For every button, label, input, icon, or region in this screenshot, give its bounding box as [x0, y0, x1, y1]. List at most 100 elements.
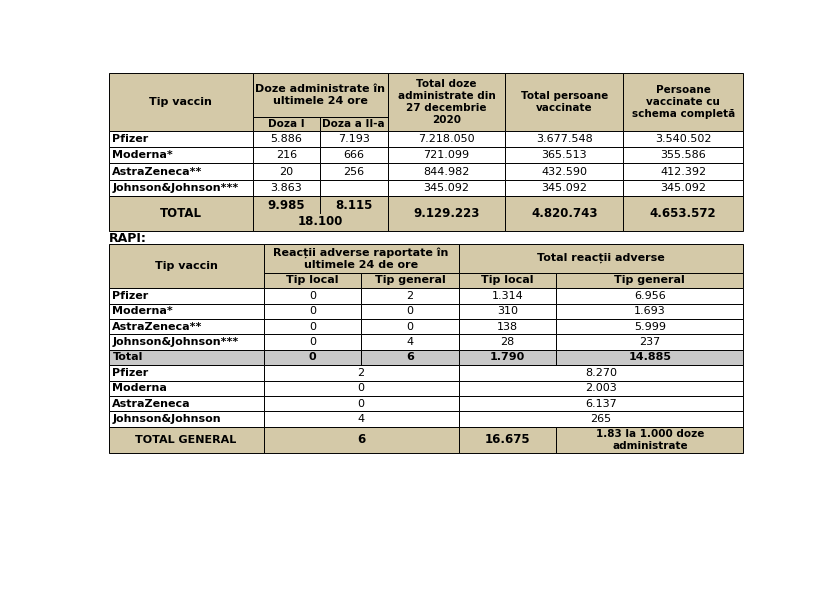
Bar	[387, 131, 505, 147]
Text: 20: 20	[279, 166, 293, 176]
Text: 2: 2	[406, 291, 414, 301]
Text: 5.886: 5.886	[270, 134, 302, 144]
Text: 4: 4	[406, 337, 414, 347]
Text: 0: 0	[309, 291, 316, 301]
Bar	[109, 304, 263, 319]
Bar	[459, 288, 557, 304]
Bar	[320, 163, 387, 179]
Bar	[109, 411, 263, 427]
Bar	[557, 334, 743, 350]
Bar	[623, 147, 743, 163]
Bar	[505, 131, 623, 147]
Text: 8.270: 8.270	[585, 368, 617, 378]
Text: 0: 0	[309, 306, 316, 316]
Bar	[253, 163, 320, 179]
Text: 0: 0	[357, 398, 365, 408]
Text: Reacții adverse raportate în
ultimele 24 de ore: Reacții adverse raportate în ultimele 24…	[273, 247, 449, 269]
Bar	[109, 131, 253, 147]
Bar	[387, 179, 505, 196]
Text: Pfizer: Pfizer	[112, 291, 149, 301]
Bar	[109, 334, 263, 350]
Text: 5.999: 5.999	[634, 321, 666, 332]
Text: 666: 666	[343, 150, 364, 160]
Text: 1.790: 1.790	[490, 352, 525, 362]
Text: Tip local: Tip local	[286, 275, 338, 285]
Bar	[459, 396, 743, 411]
Bar	[459, 319, 557, 334]
Bar	[459, 411, 743, 427]
Text: Pfizer: Pfizer	[112, 134, 149, 144]
Bar	[253, 117, 320, 131]
Bar	[263, 350, 361, 365]
Text: 365.513: 365.513	[542, 150, 587, 160]
Text: Tip local: Tip local	[481, 275, 534, 285]
Bar	[320, 147, 387, 163]
Text: 1.693: 1.693	[634, 306, 666, 316]
Bar	[459, 273, 557, 288]
Text: 0: 0	[406, 321, 414, 332]
Text: Moderna*: Moderna*	[112, 306, 173, 316]
Text: 355.586: 355.586	[661, 150, 706, 160]
Text: Johnson&Johnson***: Johnson&Johnson***	[112, 337, 238, 347]
Text: Total reacții adverse: Total reacții adverse	[537, 253, 665, 263]
Text: 138: 138	[497, 321, 519, 332]
Text: 310: 310	[497, 306, 519, 316]
Text: 265: 265	[591, 414, 612, 424]
Bar	[263, 381, 459, 396]
Text: 9.985: 9.985	[268, 199, 305, 212]
Bar	[557, 273, 743, 288]
Bar	[361, 319, 459, 334]
Bar	[263, 396, 459, 411]
Bar	[459, 350, 557, 365]
Text: AstraZeneca**: AstraZeneca**	[112, 166, 203, 176]
Bar	[253, 196, 387, 231]
Text: Johnson&Johnson***: Johnson&Johnson***	[112, 183, 238, 192]
Text: Pfizer: Pfizer	[112, 368, 149, 378]
Bar	[557, 319, 743, 334]
Bar	[623, 131, 743, 147]
Bar	[387, 73, 505, 131]
Bar	[109, 163, 253, 179]
Bar	[320, 131, 387, 147]
Text: AstraZeneca: AstraZeneca	[112, 398, 191, 408]
Bar	[109, 427, 263, 453]
Text: Tip vaccin: Tip vaccin	[149, 97, 212, 107]
Bar	[459, 365, 743, 381]
Text: Total: Total	[112, 352, 143, 362]
Text: 721.099: 721.099	[423, 150, 470, 160]
Bar	[459, 381, 743, 396]
Text: 6: 6	[357, 433, 366, 446]
Text: 0: 0	[309, 337, 316, 347]
Bar	[623, 179, 743, 196]
Bar	[557, 350, 743, 365]
Text: 216: 216	[276, 150, 297, 160]
Bar	[387, 196, 505, 231]
Bar	[109, 365, 263, 381]
Text: Total persoane
vaccinate: Total persoane vaccinate	[520, 91, 607, 113]
Text: Doza I: Doza I	[268, 119, 305, 129]
Text: Tip general: Tip general	[614, 275, 686, 285]
Bar	[557, 427, 743, 453]
Text: 345.092: 345.092	[660, 183, 706, 192]
Text: Johnson&Johnson: Johnson&Johnson	[112, 414, 221, 424]
Bar	[109, 243, 263, 288]
Text: 412.392: 412.392	[660, 166, 706, 176]
Bar	[459, 304, 557, 319]
Bar	[557, 288, 743, 304]
Bar	[253, 147, 320, 163]
Text: 3.540.502: 3.540.502	[655, 134, 711, 144]
Text: TOTAL: TOTAL	[160, 207, 202, 220]
Text: Doza a II-a: Doza a II-a	[322, 119, 385, 129]
Text: 2: 2	[357, 368, 365, 378]
Bar	[109, 73, 253, 131]
Text: 7.218.050: 7.218.050	[418, 134, 475, 144]
Text: 0: 0	[357, 383, 365, 393]
Text: 256: 256	[343, 166, 364, 176]
Text: 4.653.572: 4.653.572	[650, 207, 716, 220]
Bar	[505, 179, 623, 196]
Text: 345.092: 345.092	[424, 183, 470, 192]
Bar	[505, 196, 623, 231]
Text: Doze administrate în
ultimele 24 ore: Doze administrate în ultimele 24 ore	[255, 84, 385, 106]
Bar	[109, 288, 263, 304]
Bar	[361, 350, 459, 365]
